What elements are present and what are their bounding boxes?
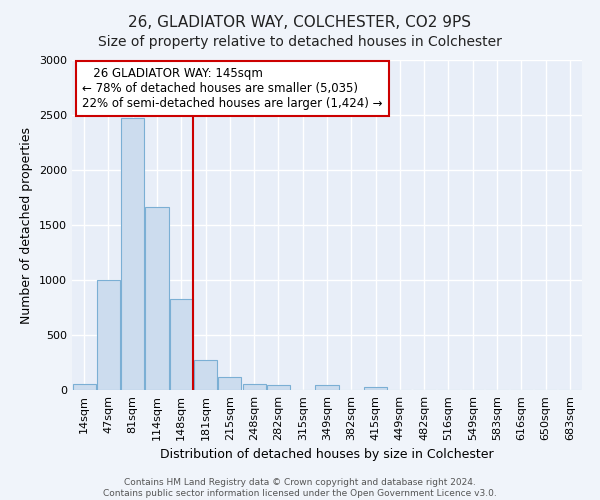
Bar <box>364 387 387 390</box>
Bar <box>97 280 120 390</box>
Bar <box>242 384 266 390</box>
Bar <box>316 385 338 390</box>
Bar <box>170 298 193 390</box>
Y-axis label: Number of detached properties: Number of detached properties <box>20 126 34 324</box>
Bar <box>73 384 95 390</box>
Text: 26 GLADIATOR WAY: 145sqm
← 78% of detached houses are smaller (5,035)
22% of sem: 26 GLADIATOR WAY: 145sqm ← 78% of detach… <box>82 66 383 110</box>
Bar <box>218 377 241 390</box>
Bar <box>194 360 217 390</box>
Bar <box>267 385 290 390</box>
Text: Size of property relative to detached houses in Colchester: Size of property relative to detached ho… <box>98 35 502 49</box>
Bar <box>121 118 144 390</box>
Text: Contains HM Land Registry data © Crown copyright and database right 2024.
Contai: Contains HM Land Registry data © Crown c… <box>103 478 497 498</box>
X-axis label: Distribution of detached houses by size in Colchester: Distribution of detached houses by size … <box>160 448 494 462</box>
Bar <box>145 208 169 390</box>
Text: 26, GLADIATOR WAY, COLCHESTER, CO2 9PS: 26, GLADIATOR WAY, COLCHESTER, CO2 9PS <box>128 15 472 30</box>
